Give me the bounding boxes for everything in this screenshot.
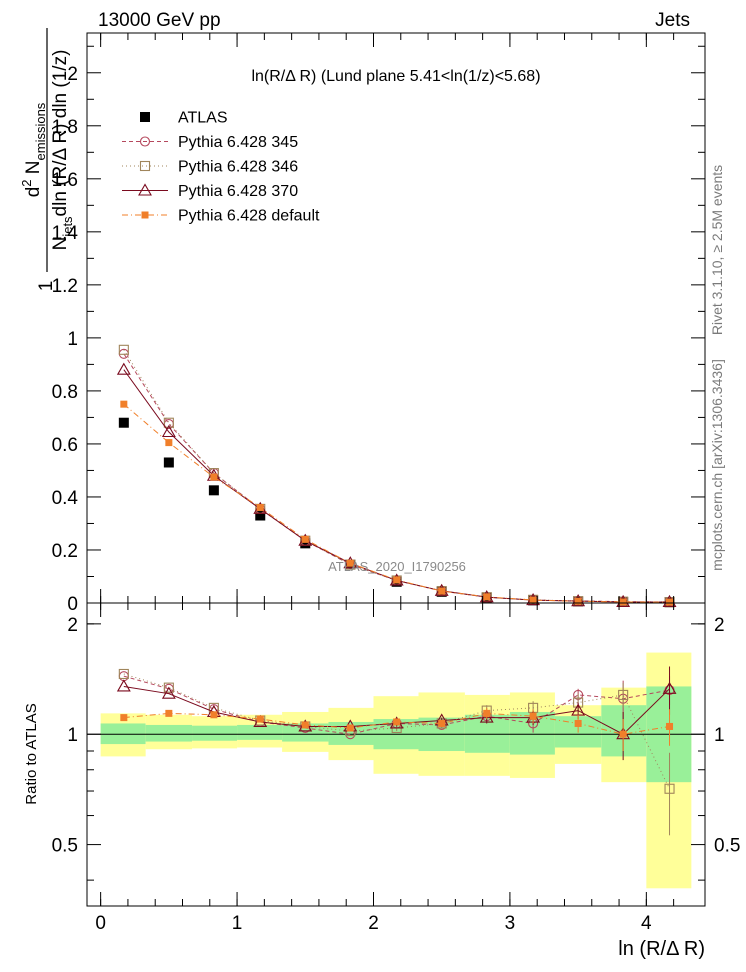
ratio-xtick-label: 3 (505, 913, 516, 934)
legend-marker (139, 136, 151, 147)
uncertainty-band-inner (145, 724, 193, 742)
ratio-ytick-label-right: 0.5 (714, 836, 740, 857)
data-point (438, 587, 446, 595)
data-point (165, 709, 173, 717)
data-point (163, 457, 174, 468)
main-ylabel: d2 Nemissions Njetsdln (R/Δ R) dln (1/z)… (19, 28, 75, 291)
uncertainty-band-inner (328, 721, 374, 745)
series-line (123, 673, 670, 789)
analysis-watermark: ATLAS_2020_I1790256 (328, 559, 466, 574)
main-ytick-label: 2 (67, 64, 78, 85)
data-point (116, 362, 131, 375)
main-ytick-label: 1.6 (52, 170, 78, 191)
data-point (574, 597, 582, 605)
main-series-pythia-6-428-default (120, 400, 674, 606)
uncertainty-band-inner (237, 724, 283, 740)
data-point (301, 721, 309, 729)
data-point (393, 718, 401, 726)
data-point (529, 596, 537, 604)
data-point (664, 783, 675, 794)
data-point (120, 714, 128, 722)
data-point (118, 417, 129, 428)
ratio-ytick-label: 2 (67, 615, 78, 636)
process-label: Jets (655, 10, 690, 31)
ratio-xtick-label: 0 (95, 913, 106, 934)
data-point (256, 504, 264, 512)
main-ytick-label: 1.2 (52, 276, 78, 297)
data-point (666, 598, 674, 606)
x-axis-label: ln (R/Δ R) (618, 938, 705, 960)
rivet-label: Rivet 3.1.10, ≥ 2.5M events (709, 165, 725, 335)
ratio-series-pythia-6-428-default (120, 707, 674, 752)
data-point (210, 473, 218, 481)
ratio-ytick-label-right: 1 (714, 725, 725, 746)
main-ytick-label: 1 (67, 329, 78, 350)
ratio-ylabel: Ratio to ATLAS (23, 703, 40, 804)
uncertainty-band-inner (192, 725, 238, 741)
legend-entry-label: ATLAS (178, 110, 228, 127)
legend-entry-label: Pythia 6.428 346 (178, 159, 298, 176)
ratio-xtick-label: 2 (368, 913, 379, 934)
data-point (210, 711, 218, 719)
data-point (161, 686, 176, 699)
data-point (255, 510, 266, 521)
legend-marker (140, 112, 150, 122)
data-point (118, 668, 129, 680)
data-point (346, 559, 354, 567)
main-ytick-label: 0 (67, 594, 78, 615)
ratio-ytick-label-right: 2 (714, 615, 725, 636)
ylabel-one: 1 (36, 281, 57, 292)
data-point (300, 538, 311, 549)
legend-marker (141, 211, 149, 219)
main-ytick-label: 0.2 (52, 541, 78, 562)
data-point (483, 593, 491, 601)
data-point (301, 535, 309, 543)
legend: ATLAS Pythia 6.428 345 Pythia 6.428 346 Pyt… (122, 110, 320, 225)
mcplots-label: mcplots.cern.ch [arXiv:1306.3436] (709, 359, 725, 571)
data-point (161, 424, 176, 438)
data-point (346, 724, 354, 732)
main-ytick-label: 0.6 (52, 435, 78, 456)
data-point (393, 576, 401, 584)
main-ytick-label: 1.4 (52, 223, 79, 244)
legend-marker (139, 160, 151, 172)
data-point (619, 730, 627, 738)
data-point (666, 722, 674, 730)
main-ytick-label: 1.8 (52, 117, 78, 138)
data-point (619, 598, 627, 606)
main-ytick-label: 0.4 (52, 488, 79, 509)
data-point (120, 400, 128, 408)
data-point (163, 417, 174, 428)
energy-label: 13000 GeV pp (98, 10, 221, 31)
data-point (163, 682, 174, 693)
data-point (662, 681, 677, 694)
data-point (574, 719, 582, 727)
legend-entry-label: Pythia 6.428 default (178, 208, 320, 225)
data-point (118, 344, 129, 355)
data-point (165, 439, 173, 447)
ylabel-numerator: d2 Nemissions (19, 102, 48, 197)
ratio-ytick-label: 1 (67, 725, 78, 746)
data-point (483, 709, 491, 717)
legend-entry-label: Pythia 6.428 370 (178, 183, 298, 200)
main-panel: 0 0.2 0.4 0.6 0.8 1 1.2 1.4 1.6 1.8 2 ln(R/Δ R) (L… (52, 32, 706, 615)
data-point (529, 712, 537, 720)
ratio-xtick-label: 1 (232, 913, 243, 934)
main-title: ln(R/Δ R) (Lund plane 5.41<ln(1/z)<5.68) (251, 68, 540, 85)
ratio-ytick-label: 0.5 (52, 836, 78, 857)
data-point (208, 485, 219, 496)
ylabel-denominator: Njetsdln (R/Δ R) dln (1/z) (50, 50, 75, 251)
ratio-panel: 0.5 0.5 1 1 2 2 0 1 2 3 4 (52, 602, 740, 934)
data-point (256, 715, 264, 723)
ratio-xtick-label: 4 (641, 913, 652, 934)
data-point (618, 689, 629, 700)
legend-entry-label: Pythia 6.428 345 (178, 134, 298, 151)
main-ytick-label: 0.8 (52, 382, 78, 403)
data-point (116, 679, 131, 692)
ratio-frame (86, 602, 706, 907)
data-point (438, 719, 446, 727)
legend-marker (138, 183, 152, 196)
